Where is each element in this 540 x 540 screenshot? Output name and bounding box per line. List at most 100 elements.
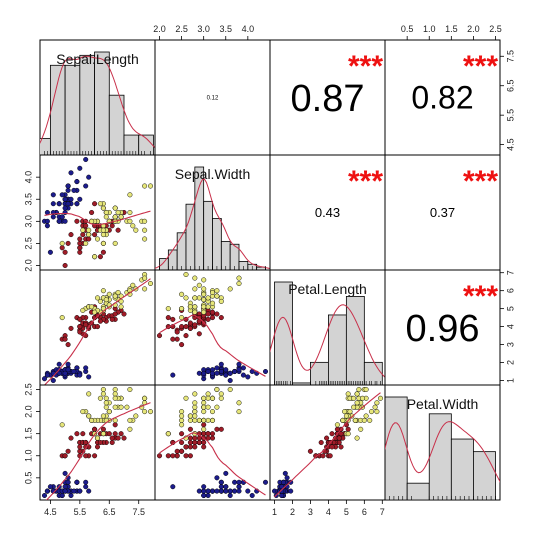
- data-point: [100, 386, 106, 393]
- data-point: [205, 417, 211, 423]
- data-point: [201, 370, 207, 376]
- data-point: [86, 413, 92, 419]
- data-point: [196, 370, 202, 376]
- histogram-bar: [428, 413, 452, 500]
- axis-bottom-petal-length: 1 2 3 4 5 6 7: [272, 500, 385, 517]
- data-point: [127, 218, 133, 224]
- data-point: [209, 315, 216, 321]
- data-point: [112, 214, 118, 220]
- axis-right-sepal-length: 4.5 5.5 6.5 7.5: [500, 50, 515, 151]
- data-point: [214, 370, 220, 376]
- data-point: [347, 409, 353, 415]
- data-point: [86, 391, 92, 397]
- data-point: [179, 324, 185, 330]
- data-point: [338, 444, 344, 450]
- data-point: [340, 417, 346, 423]
- tick-label: 5: [344, 507, 349, 517]
- data-point: [205, 368, 211, 375]
- data-point: [68, 170, 74, 176]
- panel-frame: [39, 154, 156, 271]
- tick-label: 7.5: [505, 50, 515, 63]
- data-point: [187, 325, 193, 331]
- data-point: [100, 426, 106, 432]
- data-point: [103, 214, 109, 220]
- tick-label: 0.5: [23, 472, 33, 485]
- data-point: [201, 291, 207, 297]
- tick-label: 2: [290, 507, 295, 517]
- data-point: [100, 227, 106, 233]
- data-point: [236, 367, 242, 373]
- tick-label: 2.5: [175, 24, 188, 34]
- data-point: [62, 249, 68, 255]
- data-point: [218, 479, 224, 485]
- histogram-bar: [229, 243, 240, 270]
- data-point: [201, 395, 207, 401]
- data-point: [109, 435, 115, 441]
- data-point: [179, 306, 185, 312]
- data-point: [205, 311, 211, 317]
- data-point: [183, 453, 189, 459]
- data-point: [65, 240, 71, 246]
- data-point: [227, 488, 233, 494]
- data-point: [209, 417, 216, 423]
- data-point: [103, 209, 109, 216]
- data-point: [192, 304, 198, 310]
- data-point: [50, 192, 56, 198]
- data-point: [227, 370, 233, 376]
- data-point: [192, 439, 198, 446]
- data-point: [62, 470, 68, 476]
- data-point: [94, 236, 101, 242]
- data-point: [80, 232, 86, 238]
- data-point: [196, 282, 202, 288]
- data-point: [245, 488, 251, 494]
- data-point: [62, 484, 68, 490]
- data-point: [142, 236, 148, 242]
- data-point: [201, 309, 207, 315]
- data-point: [118, 214, 124, 220]
- histogram-bar: [450, 438, 474, 500]
- data-point: [133, 413, 139, 419]
- scatter-points: [41, 271, 154, 384]
- tick-label: 4: [326, 507, 331, 517]
- panel-frame: [154, 39, 271, 156]
- data-point: [94, 295, 101, 301]
- data-point: [324, 435, 330, 441]
- data-point: [74, 179, 80, 185]
- data-point: [77, 329, 83, 335]
- histogram-bar: [473, 451, 496, 500]
- data-point: [59, 422, 65, 428]
- tick-label: 3.0: [23, 215, 33, 228]
- data-point: [372, 404, 378, 410]
- data-point: [62, 453, 68, 459]
- data-point: [170, 336, 176, 342]
- data-point: [227, 377, 233, 384]
- data-point: [201, 304, 207, 310]
- data-point: [196, 488, 202, 494]
- data-point: [192, 309, 198, 315]
- data-point: [192, 409, 198, 415]
- data-point: [214, 311, 220, 317]
- data-point: [147, 183, 154, 189]
- data-point: [192, 275, 198, 281]
- data-point: [313, 453, 319, 459]
- data-point: [77, 488, 83, 494]
- tick-label: 1.5: [23, 427, 33, 440]
- data-point: [71, 368, 77, 375]
- data-point: [262, 479, 269, 485]
- data-point: [170, 372, 176, 378]
- data-point: [100, 232, 106, 238]
- data-point: [71, 488, 77, 494]
- data-point: [320, 453, 326, 459]
- data-point: [354, 400, 360, 406]
- data-point: [83, 439, 89, 446]
- data-point: [83, 479, 89, 485]
- tick-label: 4.5: [505, 138, 515, 151]
- tick-label: 1.0: [423, 24, 436, 34]
- data-point: [192, 417, 198, 423]
- data-point: [109, 223, 115, 229]
- data-point: [187, 435, 193, 441]
- data-point: [318, 439, 324, 446]
- data-point: [183, 295, 189, 301]
- histogram-bar: [194, 166, 205, 270]
- data-point: [209, 289, 216, 296]
